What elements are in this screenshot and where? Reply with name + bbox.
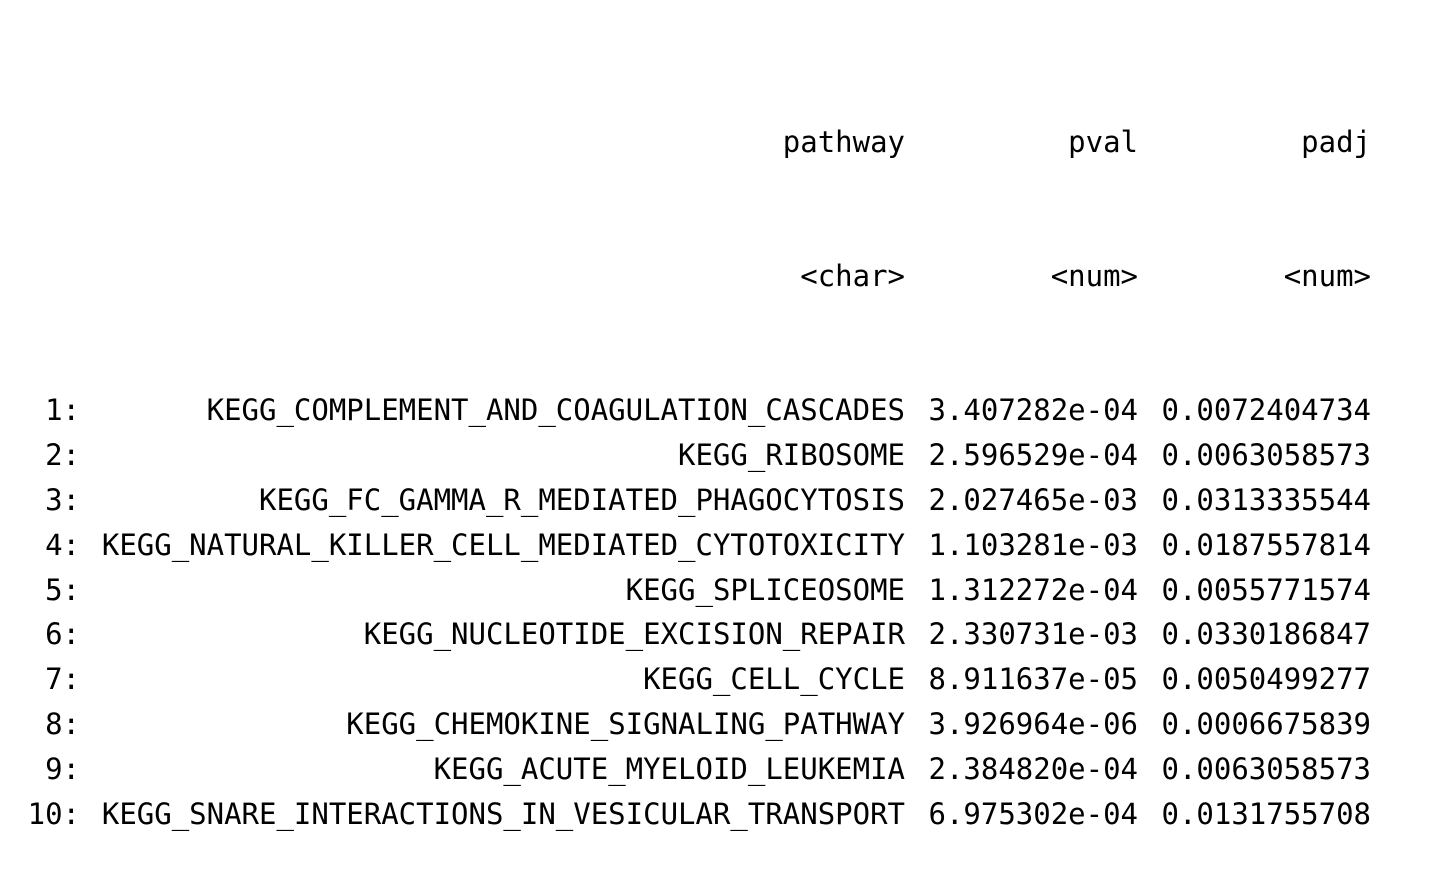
cell-pval: 6.975302e-04 xyxy=(928,796,1138,831)
row-index: 1: xyxy=(45,393,80,428)
cell-padj: 0.0072404734 xyxy=(1161,393,1371,428)
header-row: pathway pval padj xyxy=(10,120,1371,165)
cell-pval: 2.027465e-03 xyxy=(928,482,1138,517)
row-index: 10: xyxy=(27,796,80,831)
cell-pval: 2.384820e-04 xyxy=(928,751,1138,786)
cell-padj: 0.0055771574 xyxy=(1161,572,1371,607)
table-row: 5: KEGG_SPLICEOSOME 1.312272e-04 0.00557715… xyxy=(10,568,1371,613)
row-index: 3: xyxy=(45,482,80,517)
cell-pathway: KEGG_RIBOSOME xyxy=(678,438,905,473)
cell-pval: 1.312272e-04 xyxy=(928,572,1138,607)
row-index: 7: xyxy=(45,662,80,697)
row-index: 6: xyxy=(45,617,80,652)
table-row: 4: KEGG_NATURAL_KILLER_CELL_MEDIATED_CYTO… xyxy=(10,523,1371,568)
cell-pval: 8.911637e-05 xyxy=(928,662,1138,697)
cell-pval: 1.103281e-03 xyxy=(928,527,1138,562)
cell-pathway: KEGG_FC_GAMMA_R_MEDIATED_PHAGOCYTOSIS xyxy=(258,482,905,517)
cell-padj: 0.0006675839 xyxy=(1161,706,1371,741)
cell-pathway: KEGG_NATURAL_KILLER_CELL_MEDIATED_CYTOTO… xyxy=(101,527,905,562)
cell-pathway: KEGG_NUCLEOTIDE_EXCISION_REPAIR xyxy=(363,617,905,652)
cell-pathway: KEGG_COMPLEMENT_AND_COAGULATION_CASCADES xyxy=(206,393,905,428)
table-row: 7: KEGG_CELL_CYCLE 8.911637e-05 0.005049927… xyxy=(10,657,1371,702)
table-row: 1: KEGG_COMPLEMENT_AND_COAGULATION_CASCAD… xyxy=(10,388,1371,433)
cell-padj: 0.0063058573 xyxy=(1161,438,1371,473)
row-index: 5: xyxy=(45,572,80,607)
table-body: 1: KEGG_COMPLEMENT_AND_COAGULATION_CASCAD… xyxy=(10,388,1371,836)
cell-padj: 0.0313335544 xyxy=(1161,482,1371,517)
table-row: 9: KEGG_ACUTE_MYELOID_LEUKEMIA 2.384820e-0… xyxy=(10,747,1371,792)
column-header-pval: pval xyxy=(1068,124,1138,159)
index-type xyxy=(10,254,80,299)
row-index: 2: xyxy=(45,438,80,473)
column-type-pval: <num> xyxy=(1050,258,1138,293)
cell-pval: 3.407282e-04 xyxy=(928,393,1138,428)
cell-pathway: KEGG_SNARE_INTERACTIONS_IN_VESICULAR_TRA… xyxy=(101,796,905,831)
cell-pathway: KEGG_ACUTE_MYELOID_LEUKEMIA xyxy=(433,751,905,786)
cell-pathway: KEGG_CHEMOKINE_SIGNALING_PATHWAY xyxy=(346,706,905,741)
cell-padj: 0.0063058573 xyxy=(1161,751,1371,786)
column-header-padj: padj xyxy=(1301,124,1371,159)
row-index: 4: xyxy=(45,527,80,562)
table-row: 10: KEGG_SNARE_INTERACTIONS_IN_VESICULAR_… xyxy=(10,792,1371,837)
table-row: 3: KEGG_FC_GAMMA_R_MEDIATED_PHAGOCYTOSIS 2… xyxy=(10,478,1371,523)
cell-pval: 3.926964e-06 xyxy=(928,706,1138,741)
table-row: 8: KEGG_CHEMOKINE_SIGNALING_PATHWAY 3.9269… xyxy=(10,702,1371,747)
table-row: 6: KEGG_NUCLEOTIDE_EXCISION_REPAIR 2.33073… xyxy=(10,612,1371,657)
row-index: 9: xyxy=(45,751,80,786)
type-row: <char> <num> <num> xyxy=(10,254,1371,299)
data-table-output: pathway pval padj <char> <num> <num> 1: K… xyxy=(10,30,1371,881)
cell-padj: 0.0131755708 xyxy=(1161,796,1371,831)
cell-padj: 0.0330186847 xyxy=(1161,617,1371,652)
cell-padj: 0.0187557814 xyxy=(1161,527,1371,562)
table-row: 2: KEGG_RIBOSOME 2.596529e-04 0.0063058573 xyxy=(10,433,1371,478)
index-header xyxy=(10,120,80,165)
column-type-padj: <num> xyxy=(1283,258,1371,293)
cell-pval: 2.596529e-04 xyxy=(928,438,1138,473)
cell-pathway: KEGG_CELL_CYCLE xyxy=(643,662,905,697)
cell-padj: 0.0050499277 xyxy=(1161,662,1371,697)
column-header-pathway: pathway xyxy=(782,124,905,159)
cell-pathway: KEGG_SPLICEOSOME xyxy=(625,572,905,607)
row-index: 8: xyxy=(45,706,80,741)
cell-pval: 2.330731e-03 xyxy=(928,617,1138,652)
column-type-pathway: <char> xyxy=(800,258,905,293)
